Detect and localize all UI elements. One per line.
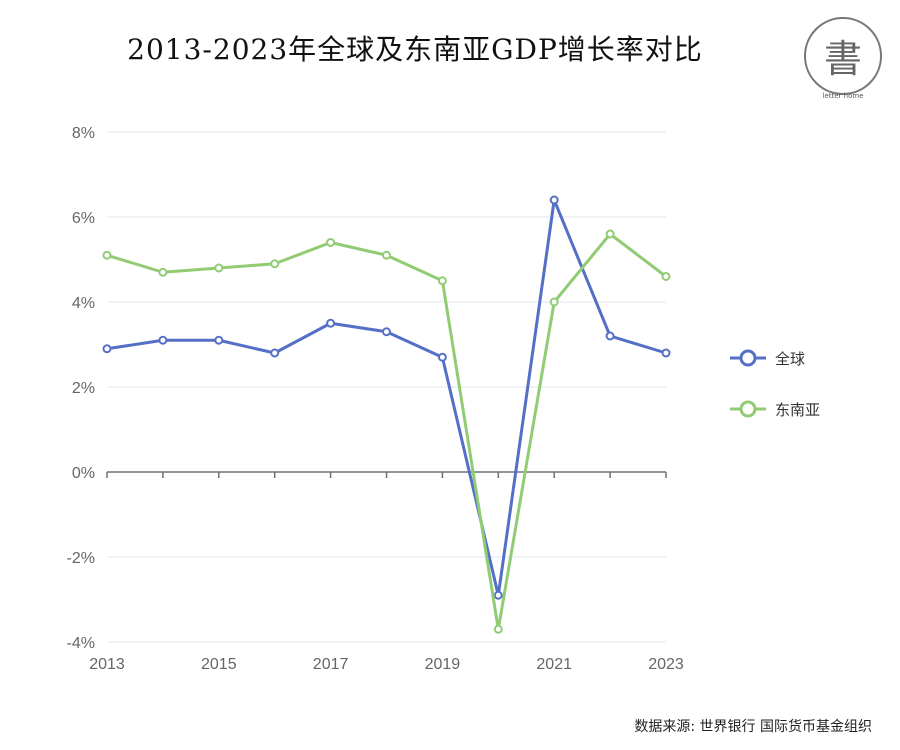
legend-swatch-marker[interactable]: [739, 400, 757, 418]
chart-title: 2013-2023年全球及东南亚GDP增长率对比: [127, 33, 703, 66]
data-point: [493, 624, 503, 634]
data-point: [605, 229, 615, 239]
x-tick-label: 2021: [536, 656, 572, 673]
y-tick-label: 6%: [72, 210, 95, 227]
data-point: [326, 238, 336, 247]
legend-swatch-marker[interactable]: [739, 349, 757, 367]
data-point: [605, 331, 615, 341]
logo: 書: [804, 17, 882, 95]
data-point: [102, 250, 112, 260]
x-tick-label: 2017: [313, 656, 349, 673]
data-point: [437, 352, 447, 362]
logo-glyph: 書: [824, 37, 862, 81]
y-tick-label: -4%: [67, 635, 95, 652]
series-line-1: [106, 232, 667, 631]
y-tick-label: -2%: [67, 550, 95, 567]
data-point: [437, 276, 447, 286]
data-point: [326, 318, 336, 328]
y-tick-label: 0%: [72, 465, 95, 482]
data-point: [661, 272, 671, 281]
data-point: [158, 267, 168, 277]
legend-label[interactable]: 东南亚: [775, 401, 820, 419]
logo-text: letter home: [822, 92, 864, 100]
y-tick-label: 4%: [72, 295, 95, 312]
data-point: [549, 297, 559, 307]
source-note: 数据来源: 世界银行 国际货币基金组织: [634, 719, 872, 735]
data-point: [214, 335, 224, 345]
x-tick-label: 2015: [201, 656, 237, 673]
data-point: [102, 344, 112, 354]
data-point: [382, 250, 391, 260]
data-point: [493, 590, 503, 600]
y-tick-label: 2%: [72, 380, 95, 397]
x-tick-label: 2023: [648, 656, 684, 673]
data-point: [270, 259, 280, 269]
data-point: [382, 327, 391, 337]
axis-layer: -4% -2% 0% 2% 4% 6% 8% 2013 2015 2017 2019 2021 2023: [67, 125, 684, 673]
series-layer: [102, 195, 671, 634]
data-point: [270, 348, 280, 358]
x-tick-label: 2013: [89, 656, 125, 673]
y-tick-label: 8%: [72, 125, 95, 142]
x-tick-label: 2019: [425, 656, 461, 673]
data-point: [158, 335, 168, 345]
data-point: [549, 195, 559, 205]
data-point: [214, 263, 224, 273]
legend-label[interactable]: 全球: [775, 350, 805, 368]
grid-layer: [107, 131, 666, 643]
data-point: [661, 348, 671, 358]
